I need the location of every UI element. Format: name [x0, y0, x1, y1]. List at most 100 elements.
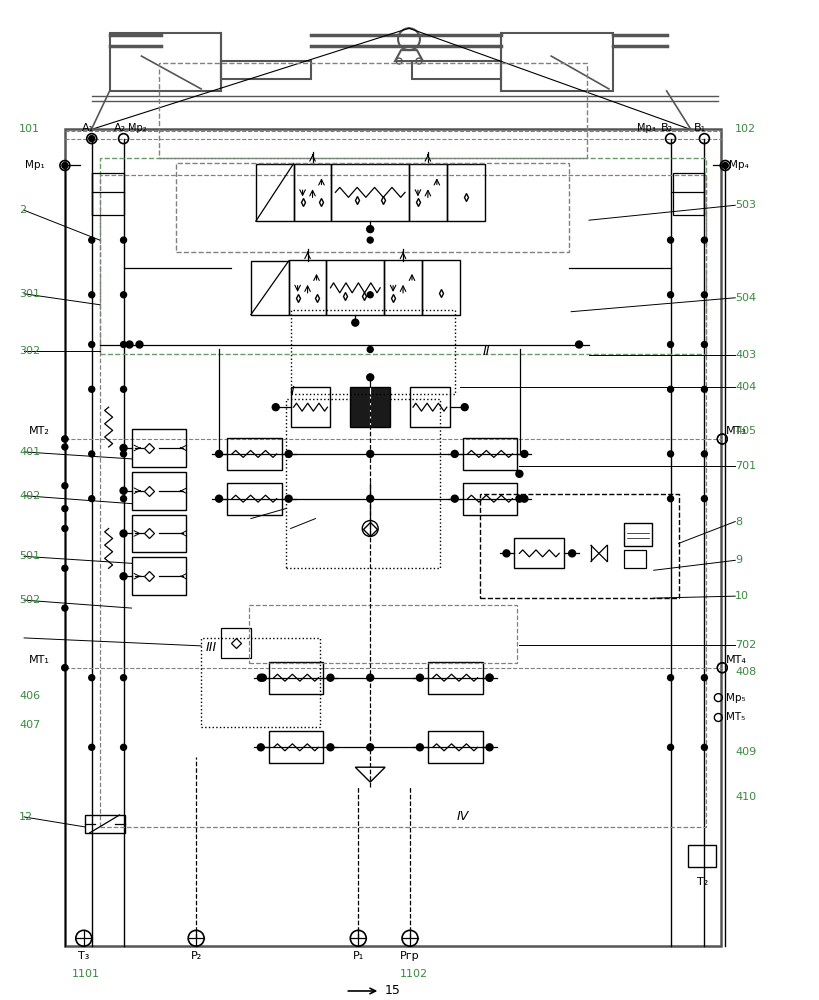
Text: 503: 503	[735, 200, 756, 210]
Circle shape	[88, 744, 95, 750]
Text: 2: 2	[19, 205, 26, 215]
Text: Pгр: Pгр	[400, 951, 420, 961]
Circle shape	[120, 451, 127, 457]
Text: MТ₂: MТ₂	[29, 426, 50, 436]
Bar	[221, 628, 251, 658]
Circle shape	[367, 674, 373, 681]
Circle shape	[62, 436, 68, 442]
Bar	[672, 173, 704, 215]
Text: 406: 406	[19, 691, 40, 701]
Circle shape	[667, 744, 673, 750]
Circle shape	[367, 226, 373, 233]
Text: 701: 701	[735, 461, 757, 471]
Circle shape	[521, 450, 528, 457]
Bar	[327, 260, 384, 315]
Text: 12: 12	[19, 812, 34, 822]
Text: Mр₄: Mр₄	[729, 160, 749, 170]
Text: Mр₅: Mр₅	[726, 693, 746, 703]
Circle shape	[260, 674, 266, 681]
Bar	[384, 260, 422, 315]
Circle shape	[120, 487, 127, 494]
Bar	[132, 429, 186, 467]
Circle shape	[88, 237, 95, 243]
Text: P₁: P₁	[353, 951, 364, 961]
Bar	[410, 387, 450, 427]
Text: 1102: 1102	[400, 969, 428, 979]
Bar	[332, 164, 409, 221]
Bar	[422, 260, 459, 315]
Circle shape	[367, 744, 373, 751]
Bar	[110, 33, 221, 91]
Bar	[100, 175, 706, 827]
Text: A₁: A₁	[82, 123, 94, 133]
Text: MТ₅: MТ₅	[726, 712, 745, 722]
Bar	[249, 605, 518, 663]
Circle shape	[451, 495, 459, 502]
Circle shape	[62, 436, 68, 442]
Circle shape	[120, 530, 127, 537]
Circle shape	[120, 744, 127, 750]
Circle shape	[461, 404, 468, 411]
Text: Mр₃: Mр₃	[636, 123, 655, 133]
Circle shape	[327, 744, 334, 751]
Text: 501: 501	[19, 551, 40, 561]
Circle shape	[667, 496, 673, 502]
Text: Mр₁: Mр₁	[25, 160, 45, 170]
Bar	[132, 515, 186, 552]
Text: 102: 102	[735, 124, 757, 134]
Bar	[624, 523, 652, 546]
Circle shape	[88, 675, 95, 681]
Circle shape	[486, 674, 493, 681]
Circle shape	[62, 163, 68, 168]
Text: 405: 405	[735, 426, 757, 436]
Circle shape	[367, 292, 373, 298]
Circle shape	[576, 341, 582, 348]
Bar	[176, 163, 569, 252]
Bar	[100, 158, 706, 354]
Circle shape	[667, 342, 673, 348]
Text: A₂: A₂	[114, 123, 125, 133]
Circle shape	[568, 550, 576, 557]
Circle shape	[667, 675, 673, 681]
Circle shape	[516, 470, 523, 477]
Bar	[409, 164, 447, 221]
Circle shape	[62, 665, 68, 671]
Text: 10: 10	[735, 591, 749, 601]
Bar	[92, 173, 124, 215]
Bar	[132, 557, 186, 595]
Text: MТ₁: MТ₁	[29, 655, 50, 665]
Circle shape	[120, 342, 127, 348]
Circle shape	[701, 342, 708, 348]
Bar	[463, 483, 518, 515]
Circle shape	[367, 374, 373, 381]
Bar	[227, 483, 282, 515]
Text: 410: 410	[735, 792, 757, 802]
Circle shape	[367, 237, 373, 243]
Bar	[463, 438, 518, 470]
Circle shape	[62, 444, 68, 450]
Circle shape	[701, 451, 708, 457]
Bar	[428, 662, 482, 694]
Circle shape	[367, 495, 373, 502]
Text: 403: 403	[735, 350, 757, 360]
Circle shape	[257, 674, 265, 681]
Circle shape	[62, 665, 68, 671]
Bar	[624, 550, 645, 568]
Bar	[288, 260, 327, 315]
Bar	[65, 129, 722, 946]
Circle shape	[88, 496, 95, 502]
Bar	[85, 815, 124, 833]
Circle shape	[88, 386, 95, 392]
Bar	[269, 662, 324, 694]
Circle shape	[136, 341, 143, 348]
Bar	[160, 63, 587, 158]
Bar	[291, 310, 455, 394]
Circle shape	[120, 237, 127, 243]
Circle shape	[215, 450, 223, 457]
Text: 401: 401	[19, 447, 40, 457]
Circle shape	[88, 451, 95, 457]
Circle shape	[62, 565, 68, 571]
Text: 404: 404	[735, 382, 757, 392]
Text: 702: 702	[735, 640, 757, 650]
Circle shape	[516, 495, 523, 502]
